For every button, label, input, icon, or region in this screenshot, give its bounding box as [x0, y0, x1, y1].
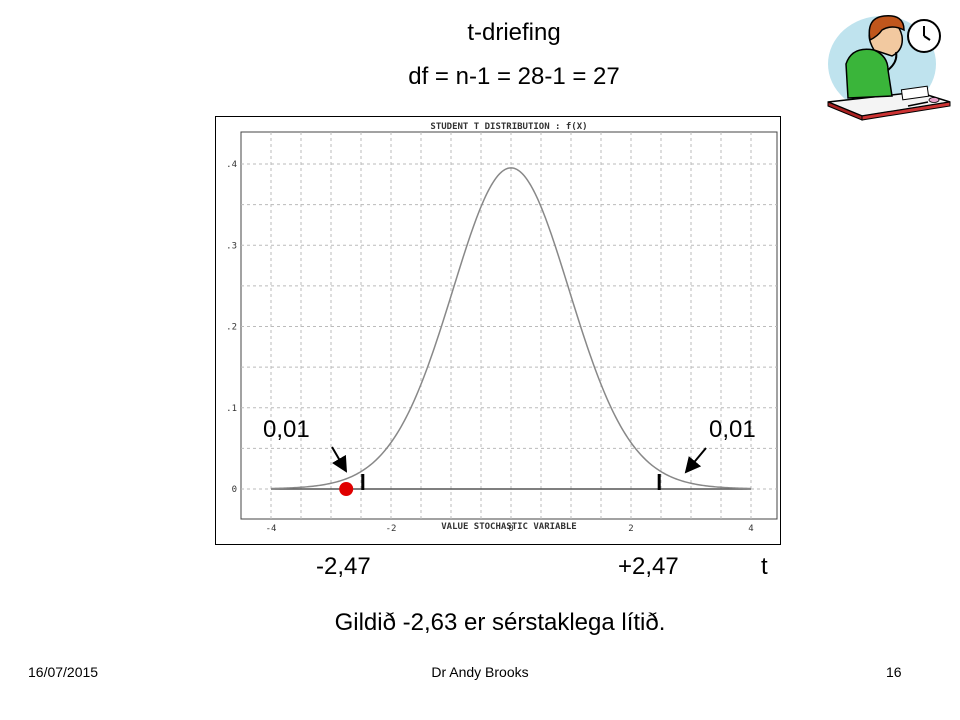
chart-svg: STUDENT T DISTRIBUTION : f(X) VALUE STOCH… — [226, 122, 778, 534]
footer-page-number: 16 — [886, 664, 902, 680]
chart-xlabel: VALUE STOCHASTIC VARIABLE — [441, 522, 576, 532]
density-curve — [270, 167, 752, 490]
footer-date: 16/07/2015 — [28, 664, 99, 680]
x-tick-label: 0 — [508, 524, 513, 534]
x-tick-label: -4 — [266, 524, 277, 534]
critical-value-left: -2,47 — [316, 553, 371, 580]
tail-area-right-label: 0,01 — [709, 416, 756, 443]
observed-value-dot — [339, 482, 354, 496]
plot-area — [240, 131, 778, 520]
y-tick-label: .1 — [226, 404, 237, 414]
y-tick-label: .2 — [226, 323, 237, 333]
y-tick-label: .3 — [226, 241, 237, 251]
footer-author: Dr Andy Brooks — [431, 664, 529, 680]
critical-value-right: +2,47 — [618, 553, 679, 580]
conclusion-text: Gildið -2,63 er sérstaklega lítið. — [334, 609, 666, 636]
tail-area-left-label: 0,01 — [263, 416, 310, 443]
x-tick-label: -2 — [386, 524, 397, 534]
x-tick-label: 4 — [748, 524, 753, 534]
student-thinking-clipart — [827, 15, 951, 121]
t-distribution-plot: STUDENT T DISTRIBUTION : f(X) VALUE STOCH… — [215, 116, 781, 545]
slide-title: t-driefing — [467, 19, 561, 46]
y-tick-label: .4 — [226, 160, 237, 170]
t-axis-label: t — [761, 553, 768, 580]
chart-title: STUDENT T DISTRIBUTION : f(X) — [430, 122, 587, 132]
slide-subtitle: df = n-1 = 28-1 = 27 — [408, 63, 620, 90]
y-tick-label: 0 — [232, 485, 237, 495]
x-tick-label: 2 — [628, 524, 633, 534]
